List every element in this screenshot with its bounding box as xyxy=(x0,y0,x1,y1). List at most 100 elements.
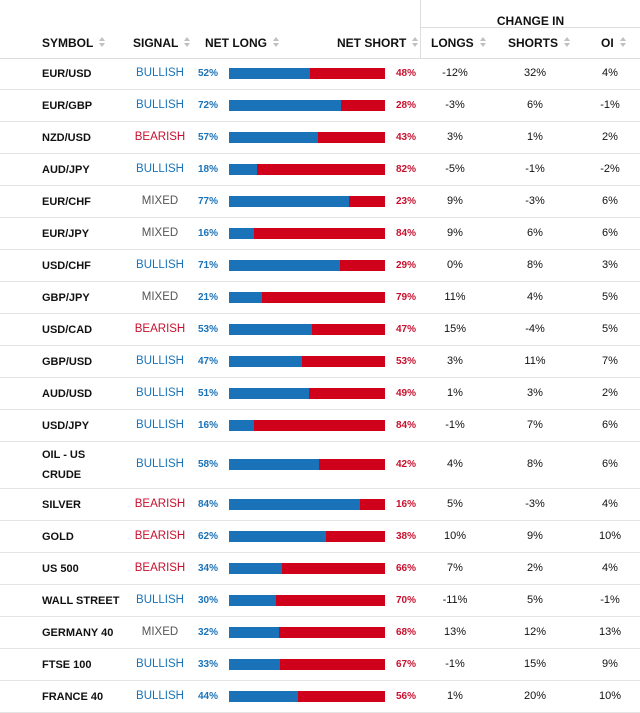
signal-cell: BEARISH xyxy=(134,322,186,335)
longs-header-label: LONGS xyxy=(431,36,474,50)
net-long-percent: 53% xyxy=(197,323,218,335)
symbol-cell[interactable]: USD/CHF xyxy=(42,259,91,272)
change-shorts-cell: 32% xyxy=(523,66,547,79)
table-row[interactable]: NZD/USD BEARISH 57% 43% 3% 1% 2% xyxy=(0,122,640,154)
net-long-bar xyxy=(229,67,311,79)
table-row[interactable]: OIL - US CRUDE BULLISH 58% 42% 4% 8% 6% xyxy=(0,442,640,489)
symbol-cell[interactable]: USD/CAD xyxy=(42,323,93,336)
table-row[interactable]: EUR/GBP BULLISH 72% 28% -3% 6% -1% xyxy=(0,90,640,122)
table-header: SYMBOL SIGNAL NET LONG NET SHORT LONGS S… xyxy=(0,28,640,59)
sentiment-bar xyxy=(229,690,385,702)
net-long-bar xyxy=(229,291,262,303)
net-long-column-header[interactable]: NET LONG xyxy=(205,36,281,50)
longs-column-header[interactable]: LONGS xyxy=(431,36,488,50)
change-oi-cell: 3% xyxy=(602,258,618,271)
sort-icon xyxy=(412,37,420,49)
signal-cell: MIXED xyxy=(141,290,179,303)
signal-cell: MIXED xyxy=(141,226,179,239)
table-row[interactable]: GOLD BEARISH 62% 38% 10% 9% 10% xyxy=(0,521,640,553)
symbol-cell[interactable]: NZD/USD xyxy=(42,131,91,144)
oi-column-header[interactable]: OI xyxy=(601,36,628,50)
sentiment-bar xyxy=(229,259,385,271)
symbol-cell[interactable]: FTSE 100 xyxy=(42,658,92,671)
symbol-cell[interactable]: AUD/USD xyxy=(42,387,93,400)
net-short-percent: 84% xyxy=(395,419,416,431)
net-long-bar xyxy=(229,459,320,470)
change-shorts-cell: 15% xyxy=(523,657,547,670)
table-row[interactable]: SILVER BEARISH 84% 16% 5% -3% 4% xyxy=(0,489,640,521)
change-longs-cell: 3% xyxy=(447,354,463,367)
net-short-percent: 79% xyxy=(395,291,416,303)
change-oi-cell: 2% xyxy=(602,130,618,143)
net-long-bar xyxy=(229,387,309,399)
net-short-percent: 28% xyxy=(395,99,416,111)
change-shorts-cell: 20% xyxy=(523,689,547,702)
net-short-percent: 70% xyxy=(395,594,416,606)
table-row[interactable]: GBP/JPY MIXED 21% 79% 11% 4% 5% xyxy=(0,282,640,314)
table-row[interactable]: WALL STREET BULLISH 30% 70% -11% 5% -1% xyxy=(0,585,640,617)
change-longs-cell: -5% xyxy=(445,162,465,175)
symbol-cell[interactable]: US 500 xyxy=(42,562,79,575)
net-long-percent: 16% xyxy=(197,227,218,239)
symbol-cell[interactable]: GERMANY 40 xyxy=(42,626,114,639)
net-short-percent: 29% xyxy=(395,259,416,271)
net-long-bar xyxy=(229,594,276,606)
signal-cell: BULLISH xyxy=(136,66,184,79)
table-row[interactable]: AUD/USD BULLISH 51% 49% 1% 3% 2% xyxy=(0,378,640,410)
table-row[interactable]: EUR/CHF MIXED 77% 23% 9% -3% 6% xyxy=(0,186,640,218)
symbol-column-header[interactable]: SYMBOL xyxy=(42,36,107,50)
net-long-percent: 52% xyxy=(197,67,218,79)
net-long-bar xyxy=(229,419,254,431)
header-divider xyxy=(420,28,421,58)
change-shorts-cell: 3% xyxy=(527,386,543,399)
net-short-header-label: NET SHORT xyxy=(337,36,407,50)
table-row[interactable]: GERMANY 40 MIXED 32% 68% 13% 12% 13% xyxy=(0,617,640,649)
sentiment-bar xyxy=(229,99,385,111)
symbol-cell[interactable]: FRANCE 40 xyxy=(42,690,104,703)
signal-cell: MIXED xyxy=(141,194,179,207)
net-long-bar xyxy=(229,163,258,175)
change-in-group-header: CHANGE IN xyxy=(420,0,640,28)
signal-column-header[interactable]: SIGNAL xyxy=(133,36,192,50)
net-short-bar xyxy=(253,227,385,239)
symbol-cell[interactable]: EUR/CHF xyxy=(42,195,91,208)
sentiment-bar xyxy=(229,163,385,175)
net-long-bar xyxy=(229,323,312,335)
table-row[interactable]: USD/CHF BULLISH 71% 29% 0% 8% 3% xyxy=(0,250,640,282)
symbol-cell[interactable]: OIL - US CRUDE xyxy=(42,449,86,481)
table-row[interactable]: GBP/USD BULLISH 47% 53% 3% 11% 7% xyxy=(0,346,640,378)
change-shorts-cell: 7% xyxy=(527,418,543,431)
symbol-cell[interactable]: SILVER xyxy=(42,498,81,511)
table-row[interactable]: EUR/JPY MIXED 16% 84% 9% 6% 6% xyxy=(0,218,640,250)
change-in-label: CHANGE IN xyxy=(496,14,565,28)
net-short-percent: 84% xyxy=(395,227,416,239)
symbol-cell[interactable]: GBP/USD xyxy=(42,355,93,368)
net-short-percent: 56% xyxy=(395,690,416,702)
table-row[interactable]: FTSE 100 BULLISH 33% 67% -1% 15% 9% xyxy=(0,649,640,681)
change-oi-cell: 10% xyxy=(598,689,622,702)
symbol-cell[interactable]: WALL STREET xyxy=(42,594,120,607)
net-long-percent: 47% xyxy=(197,355,218,367)
symbol-cell[interactable]: USD/JPY xyxy=(42,419,90,432)
symbol-cell[interactable]: EUR/JPY xyxy=(42,227,90,240)
symbol-cell[interactable]: EUR/GBP xyxy=(42,99,93,112)
net-long-bar xyxy=(229,562,283,574)
table-row[interactable]: USD/CAD BEARISH 53% 47% 15% -4% 5% xyxy=(0,314,640,346)
table-row[interactable]: EUR/USD BULLISH 52% 48% -12% 32% 4% xyxy=(0,58,640,90)
table-row[interactable]: FRANCE 40 BULLISH 44% 56% 1% 20% 10% xyxy=(0,681,640,713)
net-long-percent: 44% xyxy=(197,690,218,702)
sentiment-bar xyxy=(229,459,385,470)
net-short-column-header[interactable]: NET SHORT xyxy=(337,36,420,50)
sentiment-bar xyxy=(229,530,385,542)
symbol-cell[interactable]: GOLD xyxy=(42,530,74,543)
symbol-cell[interactable]: AUD/JPY xyxy=(42,163,90,176)
symbol-cell[interactable]: GBP/JPY xyxy=(42,291,90,304)
symbol-cell[interactable]: EUR/USD xyxy=(42,67,92,80)
table-row[interactable]: USD/JPY BULLISH 16% 84% -1% 7% 6% xyxy=(0,410,640,442)
net-long-percent: 84% xyxy=(197,498,218,510)
table-row[interactable]: AUD/JPY BULLISH 18% 82% -5% -1% -2% xyxy=(0,154,640,186)
net-short-percent: 48% xyxy=(395,67,416,79)
net-short-percent: 53% xyxy=(395,355,416,367)
shorts-column-header[interactable]: SHORTS xyxy=(508,36,572,50)
table-row[interactable]: US 500 BEARISH 34% 66% 7% 2% 4% xyxy=(0,553,640,585)
